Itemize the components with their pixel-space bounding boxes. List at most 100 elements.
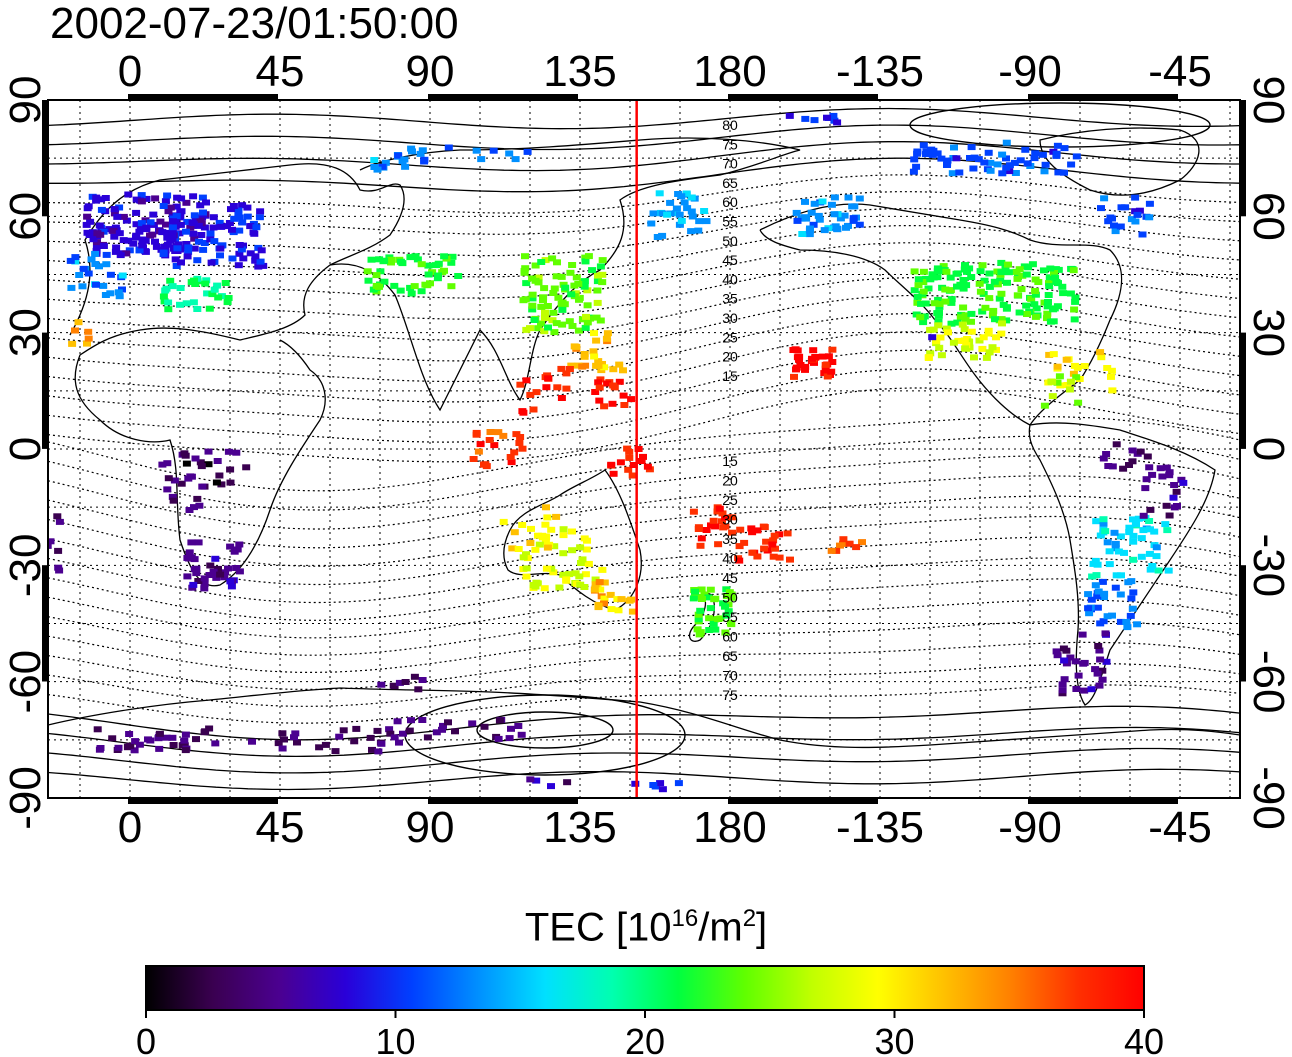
- tec-measurement: [1045, 283, 1054, 290]
- tec-measurement: [199, 246, 208, 253]
- tec-measurement: [619, 392, 628, 399]
- tec-measurement: [663, 211, 672, 218]
- tec-measurement: [1023, 311, 1031, 317]
- tec-measurement: [169, 742, 178, 748]
- tec-measurement: [998, 151, 1007, 158]
- tec-measurement: [193, 306, 202, 312]
- contour-label-north: 50: [722, 233, 738, 249]
- coast-europe-africa: [69, 163, 405, 587]
- tec-measurement: [542, 565, 551, 572]
- tec-measurement: [1179, 479, 1188, 486]
- tec-measurement: [200, 575, 209, 582]
- tec-measurement: [189, 299, 198, 306]
- tec-measurement: [166, 277, 175, 284]
- tec-measurement: [447, 259, 456, 266]
- tec-measurement: [576, 581, 585, 588]
- tec-measurement: [1098, 667, 1107, 674]
- tec-measurement: [380, 257, 389, 264]
- tec-measurement: [166, 237, 175, 244]
- x-tick-top: 90: [406, 47, 455, 96]
- tec-measurement: [704, 594, 713, 601]
- tec-measurement: [251, 257, 260, 264]
- tec-measurement: [414, 686, 423, 693]
- tec-measurement: [216, 245, 225, 252]
- tec-measurement: [935, 301, 944, 307]
- tec-measurement: [417, 261, 426, 268]
- tec-measurement: [122, 250, 131, 257]
- tec-measurement: [1066, 290, 1075, 297]
- tec-measurement: [177, 259, 185, 266]
- tec-measurement: [771, 545, 779, 552]
- tec-measurement: [1137, 535, 1146, 542]
- tec-measurement: [1044, 299, 1052, 305]
- tec-measurement: [1107, 367, 1116, 374]
- tec-measurement: [96, 745, 105, 751]
- tec-measurement: [1028, 261, 1037, 268]
- tec-measurement: [637, 458, 646, 464]
- tec-measurement: [786, 556, 794, 563]
- tec-measurement: [557, 365, 566, 372]
- tec-measurement: [1135, 207, 1144, 214]
- tec-measurement: [200, 240, 209, 246]
- tec-measurement: [71, 327, 79, 334]
- tec-measurement: [598, 279, 607, 286]
- tec-measurement: [1030, 155, 1039, 162]
- tec-measurement: [1128, 605, 1137, 612]
- tec-measurement: [594, 272, 602, 279]
- tec-measurement: [474, 448, 483, 455]
- tec-measurement: [537, 259, 546, 265]
- tec-measurement: [1053, 142, 1062, 149]
- tec-measurement: [1060, 145, 1069, 152]
- contour-label-north: 75: [722, 136, 738, 152]
- magnetic-contour: [48, 140, 1240, 172]
- tec-measurement: [516, 381, 525, 388]
- tec-measurement: [1024, 264, 1033, 271]
- tec-measurement: [581, 258, 590, 265]
- tec-measurement: [1111, 545, 1120, 552]
- tec-measurement: [190, 277, 198, 284]
- tec-measurement: [122, 217, 131, 224]
- tec-measurement: [1091, 582, 1100, 589]
- tec-measurement: [910, 156, 919, 163]
- tec-measurement: [709, 517, 718, 524]
- contour-label-south: 75: [722, 687, 738, 703]
- tec-measurement: [223, 223, 231, 230]
- tec-measurement: [1129, 556, 1138, 563]
- tec-measurement: [331, 748, 340, 755]
- tec-measurement: [149, 211, 158, 218]
- tec-measurement: [1146, 566, 1155, 573]
- x-axis-bottom-labels: 0 45 90 135 180 -135 -90 -45: [118, 803, 1212, 852]
- tec-measurement: [934, 322, 943, 329]
- tec-measurement: [540, 328, 549, 335]
- tec-measurement: [1017, 286, 1026, 293]
- tec-measurement: [109, 227, 118, 234]
- tec-measurement: [675, 221, 684, 228]
- tec-measurement: [239, 255, 248, 262]
- tec-measurement: [135, 741, 144, 748]
- tec-measurement: [243, 213, 252, 220]
- tec-measurement: [947, 320, 956, 327]
- tec-measurement: [210, 286, 219, 293]
- tec-measurement: [1110, 529, 1119, 536]
- tec-measurement: [718, 510, 727, 517]
- tec-measurement: [173, 245, 182, 252]
- tec-measurement: [523, 148, 532, 155]
- tec-measurement: [380, 278, 389, 285]
- contour-label-south: 40: [722, 551, 738, 567]
- tec-measurement: [600, 595, 609, 602]
- tec-measurement: [507, 459, 516, 466]
- tec-measurement: [1074, 672, 1083, 679]
- x-tick-top: -90: [998, 47, 1062, 96]
- tec-measurement: [118, 272, 127, 279]
- tec-measurement: [553, 384, 562, 391]
- tec-measurement: [119, 213, 128, 220]
- y-tick-right: 0: [1244, 437, 1292, 461]
- tec-measurement: [727, 591, 736, 598]
- contour-label-south: 15: [722, 453, 738, 469]
- timestamp-title: 2002-07-23/01:50:00: [50, 0, 459, 48]
- tec-measurement: [416, 150, 425, 157]
- tec-measurement: [1091, 666, 1100, 673]
- tec-measurement: [1011, 170, 1020, 176]
- y-tick-right: -30: [1244, 534, 1292, 598]
- tec-measurement: [335, 733, 344, 740]
